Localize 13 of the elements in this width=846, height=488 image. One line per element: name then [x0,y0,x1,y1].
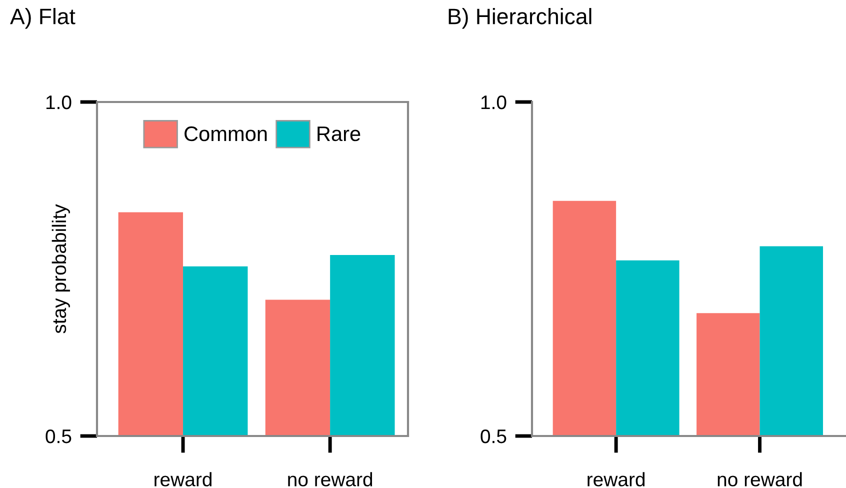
y-tick-label: 1.0 [46,95,72,110]
x-tick-label: reward [588,472,645,486]
y-tick-label: 1.0 [481,95,506,110]
x-tick-label: no reward [718,472,802,486]
chart-title: B) Hierarchical [448,8,592,29]
y-tick-label: 0.5 [46,429,72,444]
y-tick-label: 0.5 [480,429,506,444]
chart-title: A) Flat [10,8,76,29]
x-tick-label: reward [154,472,212,486]
legend-label: Common [184,126,267,142]
x-tick-label: no reward [288,472,372,486]
y-axis-title: stay probability [52,204,70,334]
legend-label: Rare [318,126,360,142]
